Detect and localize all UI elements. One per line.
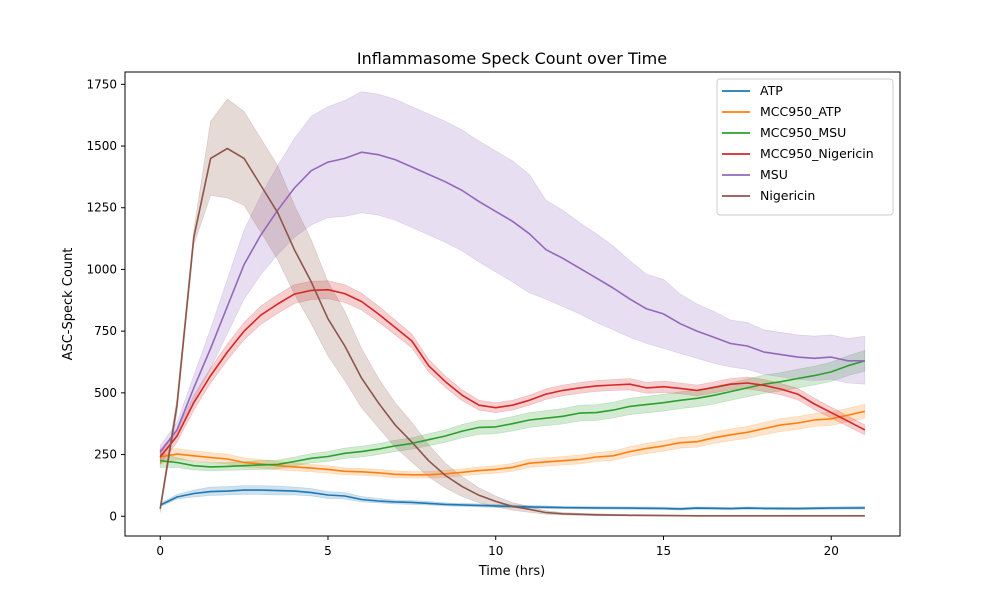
error-band-mcc950-atp bbox=[159, 403, 866, 479]
error-band-mcc950-msu bbox=[159, 349, 866, 472]
x-tick-label: 20 bbox=[824, 544, 839, 558]
series-line-atp bbox=[159, 489, 865, 510]
series-lines bbox=[159, 147, 866, 517]
x-tick-label: 15 bbox=[656, 544, 671, 558]
y-tick-label: 750 bbox=[94, 324, 117, 338]
series-line-mcc950-atp bbox=[160, 410, 865, 476]
legend-label-mcc950-atp: MCC950_ATP bbox=[760, 104, 842, 119]
series-line-mcc950-nigericin bbox=[159, 288, 866, 458]
series-line-msu bbox=[159, 151, 865, 453]
error-band-mcc950-nigericin bbox=[159, 280, 866, 466]
y-tick-label: 250 bbox=[94, 448, 117, 462]
chart-title: Inflammasome Speck Count over Time bbox=[357, 49, 667, 68]
y-tick-label: 1000 bbox=[86, 262, 117, 276]
legend-label-nigericin: Nigericin bbox=[760, 188, 815, 203]
series-line-mcc950-msu bbox=[160, 360, 866, 468]
y-tick-label: 1750 bbox=[86, 77, 117, 91]
y-axis-label: ASC-Speck Count bbox=[61, 248, 76, 361]
y-tick-label: 1500 bbox=[86, 139, 117, 153]
error-bands bbox=[159, 91, 866, 517]
x-tick-label: 10 bbox=[488, 544, 503, 558]
legend-label-msu: MSU bbox=[760, 167, 788, 182]
legend-label-mcc950-msu: MCC950_MSU bbox=[760, 125, 846, 140]
plot-frame bbox=[124, 71, 901, 537]
series-line-nigericin bbox=[159, 147, 865, 517]
x-axis: 0 5 10 15 20 bbox=[156, 536, 839, 558]
y-tick-label: 500 bbox=[94, 386, 117, 400]
legend-label-mcc950-nigericin: MCC950_Nigericin bbox=[760, 146, 874, 161]
y-tick-label: 1250 bbox=[86, 201, 117, 215]
legend-frame bbox=[716, 78, 894, 216]
x-tick-label: 0 bbox=[156, 544, 164, 558]
x-axis-label: Time (hrs) bbox=[478, 564, 545, 579]
x-tick-label: 5 bbox=[324, 544, 332, 558]
y-axis: 0 250 500 750 1000 1250 1500 1750 bbox=[86, 77, 125, 523]
error-band-atp bbox=[159, 485, 866, 511]
legend-label-atp: ATP bbox=[760, 83, 783, 98]
legend: ATP MCC950_ATP MCC950_MSU MCC950_Nigericin M… bbox=[716, 78, 894, 216]
error-band-msu bbox=[159, 91, 866, 460]
y-tick-label: 0 bbox=[109, 509, 117, 523]
